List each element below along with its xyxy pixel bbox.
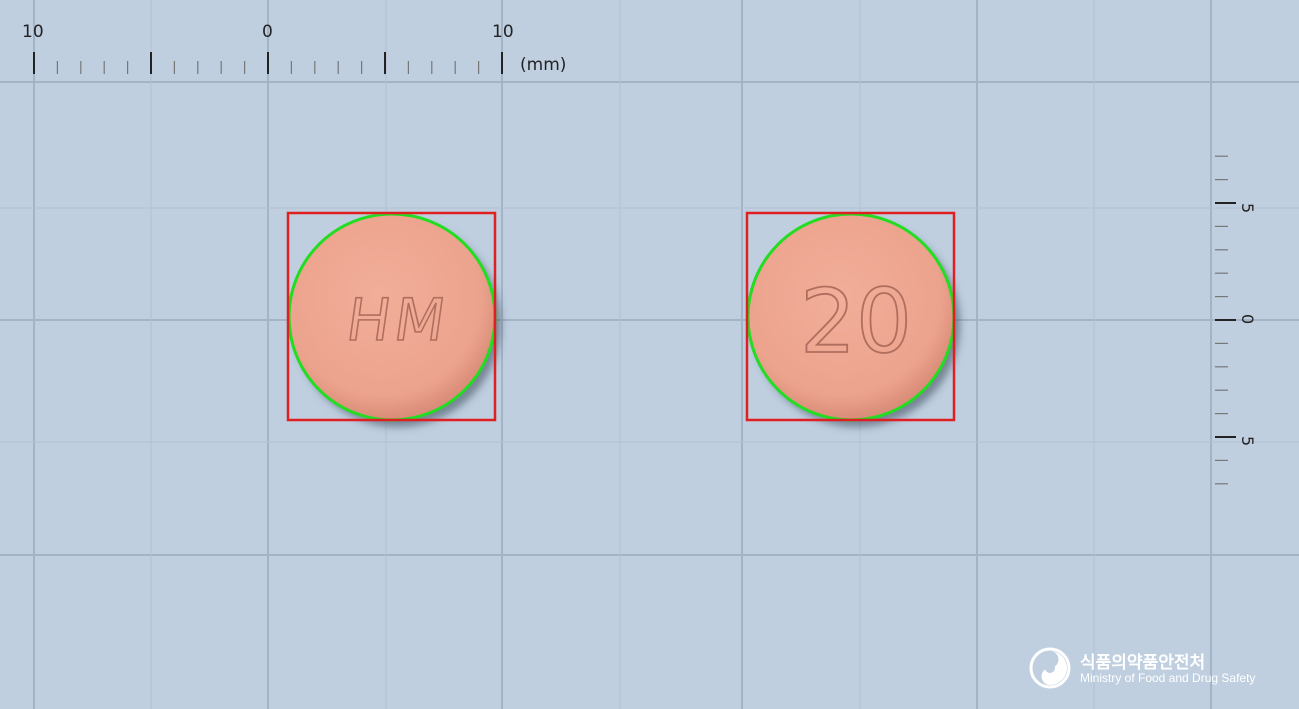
- right-ruler-label-bottom: 5: [1238, 436, 1257, 446]
- pill-back-body: [748, 214, 954, 420]
- top-ruler-ticks: [33, 52, 503, 74]
- right-ruler-label-top: 5: [1238, 203, 1257, 213]
- top-ruler-label-left: 10: [22, 22, 44, 42]
- right-ruler-label-center: 0: [1238, 314, 1257, 324]
- ministry-name-korean: 식품의약품안전처: [1080, 653, 1206, 673]
- top-ruler-label-right: 10: [492, 22, 514, 42]
- top-ruler: 10 0 10 (mm): [22, 22, 566, 75]
- pill-back-bounding-box: [745, 211, 956, 422]
- taegeuk-emblem-icon: [1029, 647, 1071, 689]
- pill-front: HM: [286, 211, 497, 422]
- top-ruler-label-center: 0: [262, 22, 273, 42]
- right-ruler-ticks: [1215, 155, 1236, 485]
- pill-back: 20: [745, 211, 956, 422]
- pill-back-imprint: 20: [800, 270, 912, 373]
- pill-front-body: [289, 214, 495, 420]
- right-ruler: 5 0 5: [1215, 155, 1257, 485]
- ministry-name-english: Ministry of Food and Drug Safety: [1080, 671, 1256, 685]
- pill-front-bounding-box: [286, 211, 497, 422]
- pill-front-imprint: HM: [342, 286, 453, 354]
- top-ruler-unit: (mm): [520, 55, 566, 75]
